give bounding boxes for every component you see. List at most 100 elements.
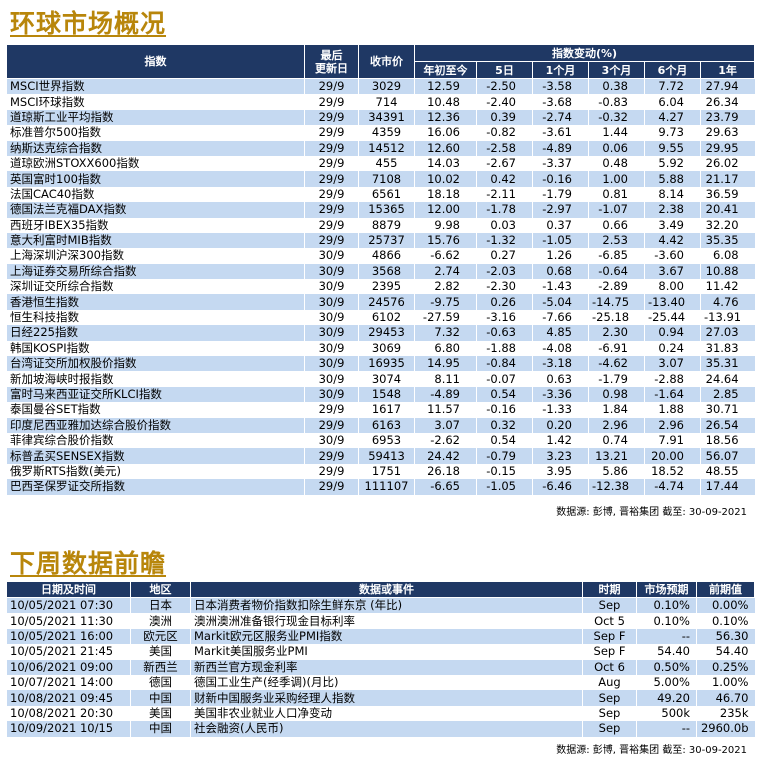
close-price: 34391 [358,109,415,126]
change-1y: 17.44 [699,479,755,495]
index-name: 富时马来西亚证交所KLCI指数 [6,386,305,403]
change-5d: 0.26 [476,294,533,310]
change-3m: -0.64 [588,263,645,280]
event-datetime: 10/07/2021 14:00 [6,674,131,691]
change-1m: -3.61 [532,125,589,141]
event-region: 欧元区 [130,628,191,645]
change-3m: -4.62 [588,356,645,372]
change-6m: 9.73 [644,125,701,141]
change-5d: -0.84 [476,356,533,372]
change-6m: 1.88 [644,402,701,418]
change-6m: 3.67 [644,263,701,280]
change-6m: 20.00 [644,448,701,464]
close-price: 29453 [358,325,415,341]
market-row: 德国法兰克福DAX指数 29/9 15365 12.00 -1.78 -2.97 -1.07… [6,202,755,218]
last-update-date: 30/9 [304,432,359,449]
last-update-date: 30/9 [304,309,359,326]
header-forecast: 市场预期 [636,581,697,598]
change-1m: -2.74 [532,109,589,126]
event-description: 美国非农业就业人口净变动 [190,705,583,722]
change-ytd: 26.18 [414,463,477,480]
change-1m: -1.43 [532,279,589,295]
event-datetime: 10/05/2021 07:30 [6,597,131,614]
close-price: 714 [358,94,415,110]
change-6m: 9.55 [644,140,701,156]
calendar-row: 10/05/2021 11:30 澳洲 澳洲澳洲准备银行现金目标利率 Oct 5 0.1… [6,613,755,629]
index-name: 印度尼西亚雅加达综合股价指数 [6,417,305,433]
change-6m: 3.07 [644,356,701,372]
change-5d: -2.67 [476,155,533,172]
index-name: 英国富时100指数 [6,171,305,187]
change-5d: -3.16 [476,309,533,326]
change-6m: -2.88 [644,371,701,387]
change-5d: 0.54 [476,432,533,449]
change-1y: 26.34 [699,94,755,110]
change-5d: -0.82 [476,125,533,141]
change-3m: 5.86 [588,463,645,480]
market-row: MSCI世界指数 29/9 3029 12.59 -2.50 -3.58 0.38 7.72 2… [6,78,755,95]
change-1y: 35.35 [699,232,755,249]
header-datetime: 日期及时间 [6,581,131,598]
close-price: 6561 [358,186,415,203]
change-6m: 3.49 [644,217,701,233]
header-5d: 5日 [476,61,533,79]
header-index: 指数 [6,44,305,79]
change-6m: 5.92 [644,155,701,172]
header-1y: 1年 [699,61,756,79]
change-3m: 0.74 [588,432,645,449]
change-1y: 21.17 [699,171,755,187]
market-row: 英国富时100指数 29/9 7108 10.02 0.42 -0.16 1.00 5.88 2… [6,171,755,187]
market-row: 法国CAC40指数 29/9 6561 18.18 -2.11 -1.79 0.81 8.14… [6,186,755,203]
index-name: 巴西圣保罗证交所指数 [6,479,305,495]
change-ytd: 3.07 [414,417,477,433]
change-ytd: 18.18 [414,186,477,203]
calendar-source-note: 数据源: 彭博, 晋裕集团 截至: 30-09-2021 [556,745,747,756]
change-1y: 26.54 [699,417,755,433]
last-update-date: 30/9 [304,325,359,341]
event-previous: 56.30 [696,628,755,645]
event-forecast: -- [636,721,697,737]
event-previous: 0.10% [696,613,755,629]
event-forecast: 5.00% [636,674,697,691]
event-description: 澳洲澳洲准备银行现金目标利率 [190,613,583,629]
change-ytd: 9.98 [414,217,477,233]
change-ytd: 8.11 [414,371,477,387]
change-ytd: 14.95 [414,356,477,372]
close-price: 14512 [358,140,415,156]
change-3m: -25.18 [588,309,645,326]
index-name: 俄罗斯RTS指数(美元) [6,463,305,480]
last-update-date: 30/9 [304,263,359,280]
change-6m: 7.72 [644,78,701,95]
header-event: 数据或事件 [190,581,583,598]
change-5d: -1.78 [476,202,533,218]
index-name: 菲律宾综合股价指数 [6,432,305,449]
index-name: 台湾证交所加权股价指数 [6,356,305,372]
change-1m: 0.20 [532,417,589,433]
market-row: 菲律宾综合股价指数 30/9 6953 -2.62 0.54 1.42 0.74 7.91 18… [6,432,755,449]
change-1m: -4.08 [532,340,589,357]
change-5d: -0.16 [476,402,533,418]
market-overview-table: 指数 最后 更新日 收市价 指数变动(%) 年初至今 5日 1个月 3个月 6个月… [6,44,756,495]
change-1m: 3.95 [532,463,589,480]
event-previous: 0.00% [696,597,755,614]
change-1y: 27.94 [699,78,755,95]
close-price: 1751 [358,463,415,480]
market-row: 道琼欧洲STOXX600指数 29/9 455 14.03 -2.67 -3.37 0.48… [6,155,755,172]
calendar-row: 10/05/2021 21:45 美国 Markit美国服务业PMI Sep F 54.… [6,644,755,660]
change-3m: -1.07 [588,202,645,218]
change-ytd: -27.59 [414,309,477,326]
event-forecast: 49.20 [636,690,697,706]
last-update-date: 29/9 [304,217,359,233]
index-name: 标普孟买SENSEX指数 [6,448,305,464]
change-6m: -1.64 [644,386,701,403]
calendar-row: 10/05/2021 07:30 日本 日本消费者物价指数扣除生鲜东京 (年比) Se… [6,597,755,614]
close-price: 3069 [358,340,415,357]
change-ytd: -4.89 [414,386,477,403]
change-5d: -1.05 [476,479,533,495]
event-description: Markit欧元区服务业PMI指数 [190,628,583,645]
event-region: 日本 [130,597,191,614]
change-5d: 0.42 [476,171,533,187]
index-name: 道琼斯工业平均指数 [6,109,305,126]
change-5d: -2.58 [476,140,533,156]
change-5d: -2.03 [476,263,533,280]
